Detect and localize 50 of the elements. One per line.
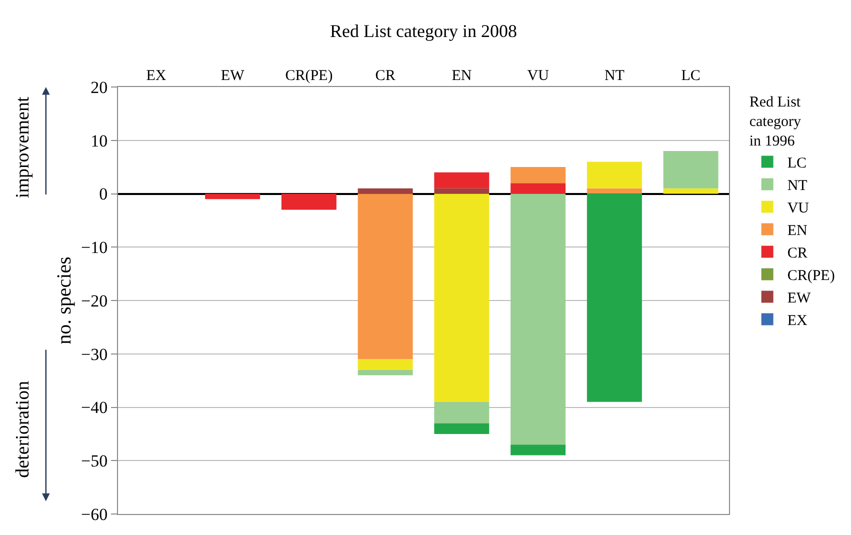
x-tick-label: NT xyxy=(604,68,624,84)
bar xyxy=(510,167,566,184)
chart-title: Red List category in 2008 xyxy=(330,20,517,41)
x-tick-label: VU xyxy=(527,68,550,84)
legend-title: Red List category in 1996 xyxy=(749,94,802,150)
bar xyxy=(663,151,718,188)
x-tick-label: LC xyxy=(681,68,700,84)
y-tick-label: −30 xyxy=(81,344,108,364)
y-tick-label: −40 xyxy=(81,398,108,418)
bar xyxy=(358,194,413,360)
bar xyxy=(510,183,566,194)
y-tick-label: −10 xyxy=(81,238,108,258)
bar xyxy=(434,172,490,188)
y-tick-label: −50 xyxy=(81,452,108,471)
bar xyxy=(434,188,490,194)
bar xyxy=(434,423,490,434)
y-tick-label: −60 xyxy=(81,504,108,524)
x-tick-label: EN xyxy=(452,68,472,84)
bar xyxy=(586,162,642,188)
x-tick-label: EW xyxy=(220,68,246,84)
bar xyxy=(434,402,490,424)
bar xyxy=(358,359,413,370)
legend-label: EW xyxy=(787,290,812,307)
y-tick-label: 10 xyxy=(90,131,108,150)
legend-label: VU xyxy=(787,200,810,217)
bar xyxy=(663,188,718,194)
y-axis-title: no. species xyxy=(54,256,76,344)
x-tick-label: CR xyxy=(375,68,396,84)
bar xyxy=(281,194,336,210)
x-tick-label: EX xyxy=(146,68,166,84)
bar xyxy=(434,194,490,402)
bar xyxy=(586,194,642,402)
y-tick-label: −20 xyxy=(81,291,108,310)
y-tick-label: 20 xyxy=(90,78,108,97)
x-tick-label: CR(PE) xyxy=(285,68,333,84)
legend-label: NT xyxy=(787,178,808,194)
text: deterioration xyxy=(12,380,34,478)
legend-label: EN xyxy=(787,223,808,240)
legend-label: EX xyxy=(787,313,808,330)
bar xyxy=(358,188,413,194)
legend-label: CR(PE) xyxy=(787,268,835,284)
bar xyxy=(358,370,413,376)
text: improvement xyxy=(12,96,34,198)
y-tick-label: 0 xyxy=(99,184,108,204)
bar xyxy=(586,188,642,194)
legend-label: CR xyxy=(787,246,808,262)
bar xyxy=(510,194,566,445)
bar xyxy=(510,444,566,456)
legend-label: LC xyxy=(787,156,806,172)
bar xyxy=(205,194,260,200)
